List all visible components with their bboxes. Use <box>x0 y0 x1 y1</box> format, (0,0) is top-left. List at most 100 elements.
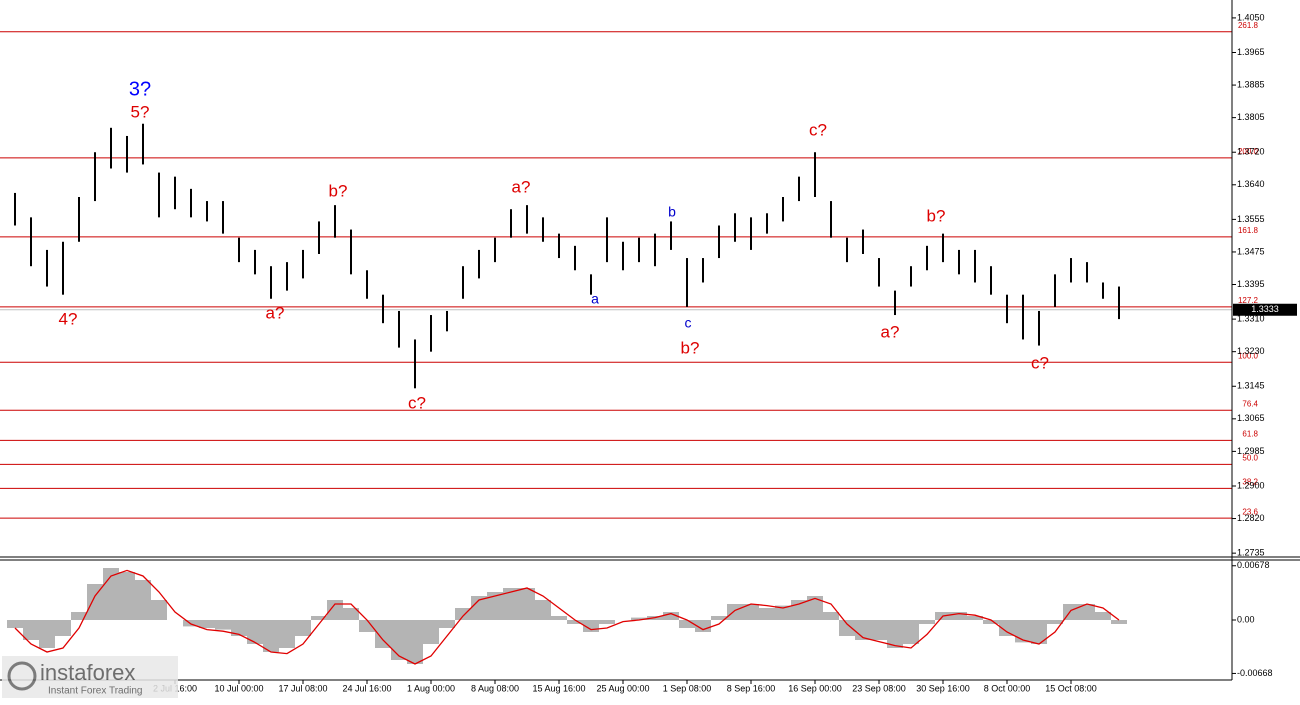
macd-histogram-bar <box>1015 620 1031 643</box>
macd-histogram-bar <box>231 620 247 636</box>
y-tick-label: 1.2820 <box>1237 513 1265 523</box>
wave-label: a? <box>512 177 531 196</box>
current-price-box <box>1233 303 1297 316</box>
macd-histogram-bar <box>423 620 439 644</box>
macd-histogram-bar <box>471 596 487 620</box>
macd-histogram-bar <box>983 620 999 624</box>
logo-text: instaforex <box>40 660 135 685</box>
fib-label: 23.6 <box>1242 507 1258 516</box>
macd-histogram-bar <box>759 608 775 620</box>
macd-histogram-bar <box>711 616 727 620</box>
macd-histogram-bar <box>695 620 711 632</box>
y-tick-label: 1.3065 <box>1237 413 1265 423</box>
macd-histogram-bar <box>823 612 839 620</box>
wave-label: c? <box>809 120 827 139</box>
macd-signal-line <box>14 569 1120 665</box>
x-tick-label: 15 Aug 16:00 <box>532 683 585 693</box>
fib-label: 100.0 <box>1238 351 1259 360</box>
watermark: instaforex Instant Forex Trading <box>2 656 178 698</box>
fib-label: 50.0 <box>1242 454 1258 463</box>
price-bars <box>14 123 1120 389</box>
wave-label: b? <box>927 206 946 225</box>
wave-label: 5? <box>131 102 150 121</box>
fib-label: 38.2 <box>1242 478 1258 487</box>
macd-histogram-bar <box>567 620 583 624</box>
macd-histogram-bar <box>1047 620 1063 624</box>
macd-histogram-bar <box>551 616 567 620</box>
x-tick-label: 17 Jul 08:00 <box>278 683 327 693</box>
macd-histogram-bar <box>199 620 215 628</box>
y-tick-label: 1.3965 <box>1237 47 1265 57</box>
macd-panel <box>7 568 1127 665</box>
axes: 1.4050 1.3965 1.3885 1.3805 1.3720 1.3640 1.35… <box>153 12 1297 693</box>
x-tick-label: 1 Aug 00:00 <box>407 683 455 693</box>
macd-histogram-bar <box>663 612 679 620</box>
wave-label: b? <box>329 181 348 200</box>
wave-label: a? <box>266 303 285 322</box>
y-tick-label: 1.3805 <box>1237 112 1265 122</box>
macd-histogram-bar <box>775 605 791 620</box>
x-tick-label: 10 Jul 00:00 <box>214 683 263 693</box>
macd-histogram-bar <box>599 620 615 624</box>
macd-histogram-bar <box>727 604 743 620</box>
x-tick-label: 8 Oct 00:00 <box>984 683 1031 693</box>
macd-histogram-bar <box>407 620 423 664</box>
current-price-label: 1.3333 <box>1251 304 1279 314</box>
macd-histogram-bar <box>791 600 807 620</box>
wave-label: c <box>685 315 692 331</box>
wave-label: a <box>591 291 599 307</box>
macd-histogram-bar <box>807 596 823 620</box>
wave-label: c? <box>1031 353 1049 372</box>
macd-histogram-bar <box>743 604 759 620</box>
macd-histogram-bar <box>263 620 279 652</box>
macd-histogram-bar <box>679 620 695 628</box>
y-tick-label: 1.3555 <box>1237 214 1265 224</box>
macd-histogram-bar <box>439 620 455 628</box>
macd-histogram-bar <box>215 620 231 630</box>
macd-histogram-bar <box>967 616 983 620</box>
x-tick-label: 15 Oct 08:00 <box>1045 683 1097 693</box>
macd-histogram-bar <box>455 608 471 620</box>
macd-histogram-bar <box>1031 620 1047 644</box>
y-tick-label: 1.3640 <box>1237 179 1265 189</box>
x-tick-label: 24 Jul 16:00 <box>342 683 391 693</box>
y-tick-label: 1.2900 <box>1237 480 1265 490</box>
macd-histogram-bar <box>487 592 503 620</box>
macd-histogram-bar <box>391 620 407 660</box>
y-tick-label: 1.2735 <box>1237 548 1265 558</box>
macd-histogram-bar <box>55 620 71 636</box>
macd-histogram-bar <box>903 620 919 644</box>
fib-label: 261.8 <box>1238 21 1259 30</box>
fib-label: 127.2 <box>1238 296 1259 305</box>
y-tick-label: 1.2985 <box>1237 446 1265 456</box>
macd-histogram-bar <box>359 620 375 632</box>
macd-histogram-bar <box>87 584 103 620</box>
y-tick-label: 1.3145 <box>1237 381 1265 391</box>
macd-histogram-bar <box>1111 620 1127 624</box>
y-tick-label: 1.3475 <box>1237 246 1265 256</box>
macd-histogram-bar <box>503 588 519 620</box>
macd-histogram-bar <box>887 620 903 648</box>
x-tick-label: 30 Sep 16:00 <box>916 683 970 693</box>
macd-histogram-bar <box>7 620 23 628</box>
macd-histogram-bar <box>1079 604 1095 620</box>
macd-histogram-bar <box>519 588 535 620</box>
macd-histogram-bar <box>119 572 135 620</box>
fib-label: 200.0 <box>1238 147 1259 156</box>
macd-histogram-bar <box>631 617 647 620</box>
macd-histogram-bar <box>375 620 391 648</box>
logo-tagline: Instant Forex Trading <box>48 686 143 697</box>
x-tick-label: 8 Aug 08:00 <box>471 683 519 693</box>
logo-icon <box>7 661 37 691</box>
macd-histogram-bar <box>311 616 327 620</box>
y-tick-label: -0.00668 <box>1237 668 1273 678</box>
y-tick-label: 1.3310 <box>1237 313 1265 323</box>
macd-histogram-bar <box>151 600 167 620</box>
macd-histogram-bar <box>279 620 295 648</box>
wave-label: a? <box>881 322 900 341</box>
y-tick-label: 1.4050 <box>1237 12 1265 22</box>
y-tick-label: 1.3230 <box>1237 346 1265 356</box>
wave-label: 4? <box>59 309 78 328</box>
